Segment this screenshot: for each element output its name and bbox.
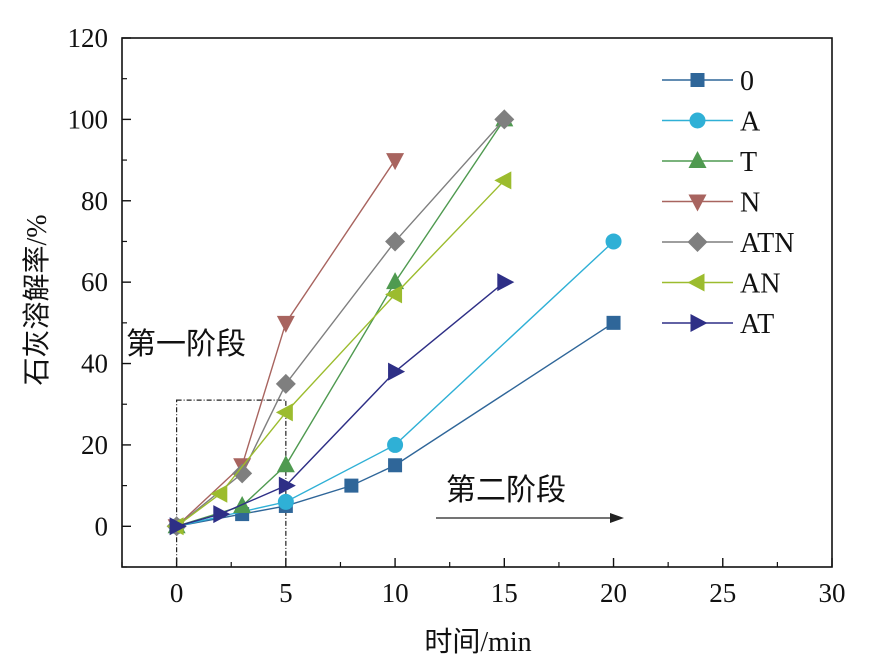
data-point-AT bbox=[213, 505, 231, 524]
data-point-AT bbox=[169, 517, 187, 536]
data-point-ATN bbox=[275, 373, 296, 394]
legend-label: AT bbox=[740, 309, 774, 340]
data-point-0 bbox=[344, 478, 359, 493]
data-point-ATN bbox=[232, 463, 253, 484]
y-tick-label: 60 bbox=[81, 267, 108, 297]
data-point-AN bbox=[494, 171, 512, 190]
legend-marker bbox=[690, 73, 705, 87]
y-tick-label: 120 bbox=[68, 23, 109, 53]
data-point-N bbox=[386, 153, 405, 171]
legend-marker bbox=[688, 151, 707, 168]
series-AN bbox=[166, 171, 512, 536]
data-point-T bbox=[386, 272, 405, 290]
data-point-N bbox=[276, 315, 295, 333]
data-point-AN bbox=[385, 285, 403, 304]
legend-item-T: T bbox=[662, 147, 757, 178]
stage1-box bbox=[176, 399, 287, 568]
x-tick-label: 5 bbox=[279, 578, 293, 608]
legend-marker bbox=[687, 273, 705, 292]
legend-marker bbox=[688, 194, 707, 212]
legend-label: A bbox=[740, 107, 761, 138]
y-axis-label: 石灰溶解率/% bbox=[21, 214, 53, 385]
y-tick-label: 0 bbox=[95, 511, 109, 541]
legend-label: N bbox=[740, 188, 760, 219]
data-point-AT bbox=[388, 362, 406, 381]
data-point-A bbox=[277, 493, 294, 510]
data-point-0 bbox=[606, 315, 621, 330]
data-point-ATN bbox=[494, 109, 515, 130]
series-AT bbox=[169, 273, 515, 536]
series-line-N bbox=[176, 159, 396, 527]
y-tick-label: 20 bbox=[81, 430, 108, 460]
legend-item-ATN: ATN bbox=[662, 228, 794, 259]
x-tick-label: 30 bbox=[819, 578, 846, 608]
x-tick-label: 10 bbox=[382, 578, 409, 608]
x-tick-label: 0 bbox=[170, 578, 184, 608]
data-point-T bbox=[276, 455, 295, 473]
legend-marker bbox=[689, 112, 706, 129]
legend-item-AN: AN bbox=[662, 269, 780, 300]
plot-frame bbox=[121, 37, 833, 568]
legend-item-0: 0 bbox=[662, 66, 754, 97]
data-series bbox=[166, 109, 622, 537]
legend-item-A: A bbox=[662, 107, 761, 138]
series-ATN bbox=[166, 109, 515, 537]
legend-marker bbox=[687, 232, 708, 252]
data-point-0 bbox=[388, 458, 403, 473]
data-point-ATN bbox=[385, 231, 406, 252]
legend-label: T bbox=[740, 147, 757, 178]
data-point-AT bbox=[278, 476, 296, 495]
y-tick-label: 100 bbox=[68, 104, 109, 134]
legend-marker bbox=[690, 314, 708, 332]
x-tick-label: 20 bbox=[600, 578, 627, 608]
stage2-label: 第二阶段 bbox=[446, 474, 566, 507]
data-point-AN bbox=[210, 484, 228, 503]
stage2-arrowhead bbox=[610, 513, 624, 523]
series-T bbox=[167, 109, 514, 534]
legend-label: 0 bbox=[740, 66, 754, 97]
legend-item-N: N bbox=[662, 188, 760, 219]
series-line-A bbox=[176, 240, 615, 527]
x-axis-label: 时间/min bbox=[424, 626, 531, 658]
data-point-A bbox=[387, 436, 404, 453]
legend-label: ATN bbox=[740, 228, 794, 259]
axis-ticks: 0 5 10 15 20 25 30 0 20 40 60 80 100 120 bbox=[68, 23, 846, 608]
y-tick-label: 40 bbox=[81, 349, 108, 379]
legend-label: AN bbox=[740, 269, 780, 300]
series-line-0 bbox=[176, 322, 614, 527]
data-point-AT bbox=[497, 273, 515, 292]
x-tick-label: 25 bbox=[709, 578, 736, 608]
legend-item-AT: AT bbox=[662, 309, 774, 340]
y-tick-label: 80 bbox=[81, 186, 108, 216]
stage1-label: 第一阶段 bbox=[126, 328, 246, 361]
data-point-A bbox=[605, 233, 622, 250]
data-point-AN bbox=[275, 403, 293, 422]
plot-border bbox=[121, 37, 833, 568]
x-tick-label: 15 bbox=[491, 578, 518, 608]
